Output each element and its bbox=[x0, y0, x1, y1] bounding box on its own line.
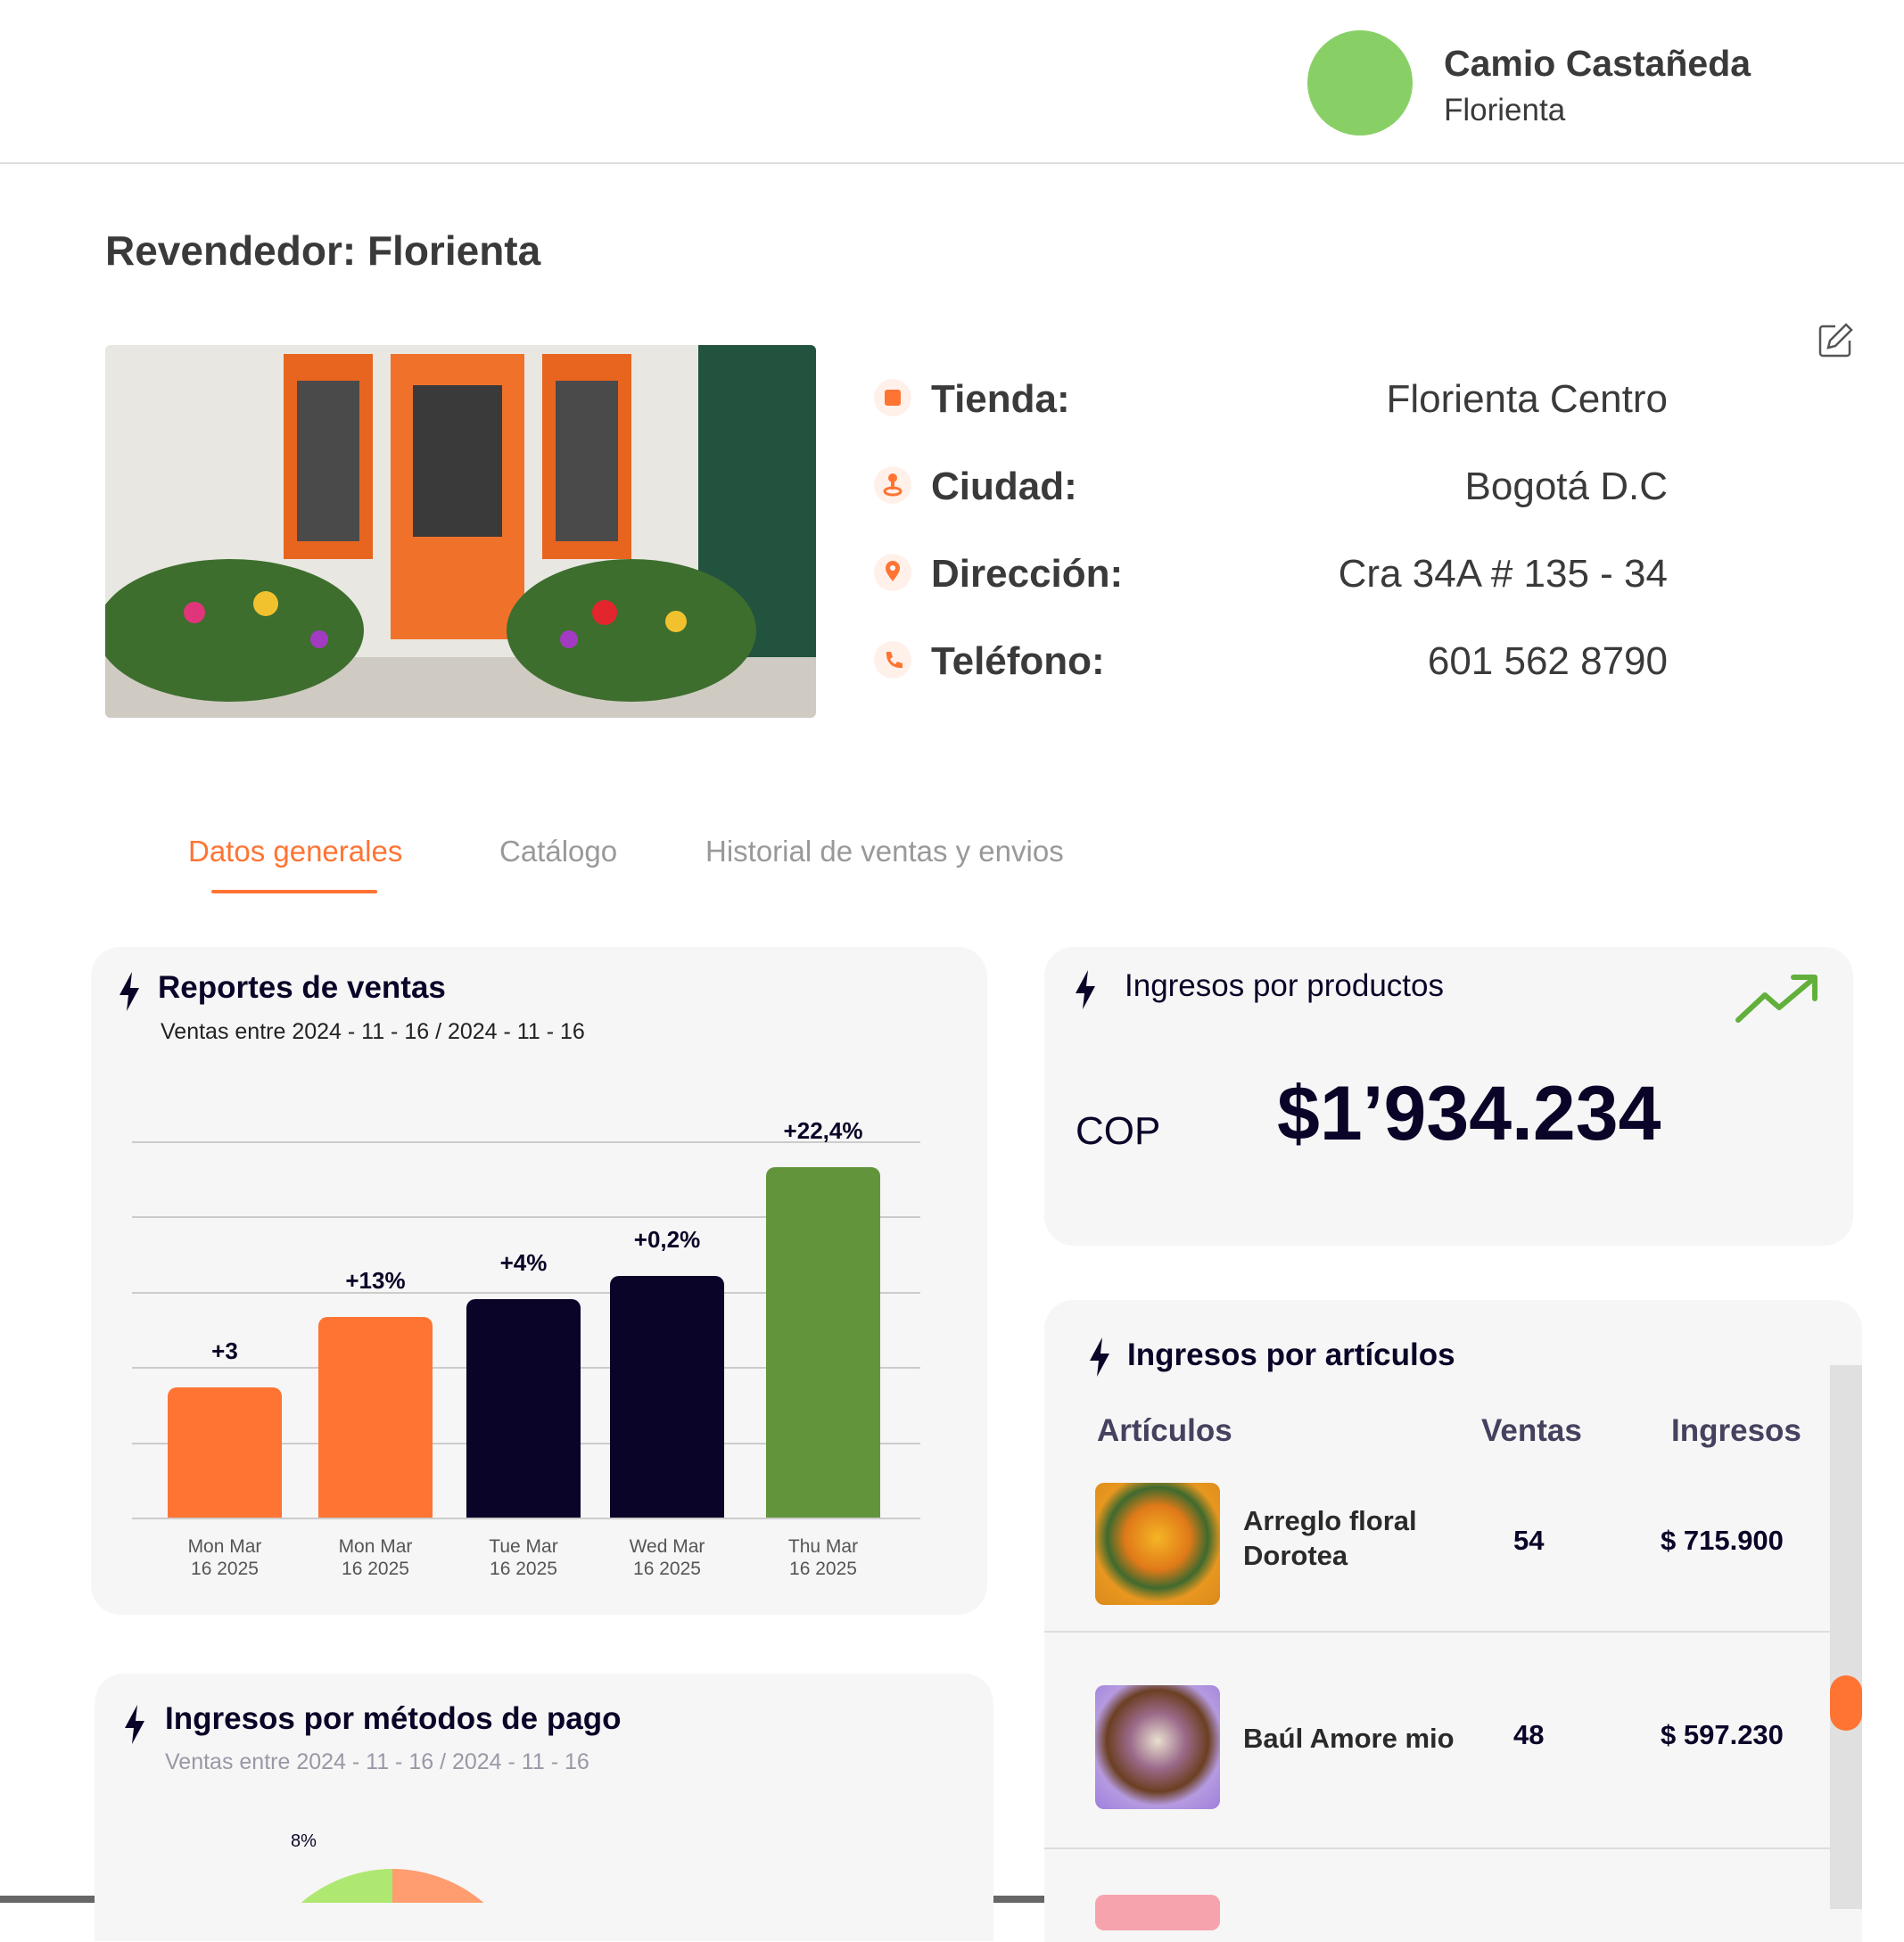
x-tick-label: 16 2025 bbox=[633, 1559, 701, 1579]
col-header-ventas: Ventas bbox=[1481, 1413, 1582, 1448]
info-value: Bogotá D.C bbox=[1464, 465, 1668, 508]
user-name: Camio Castañeda bbox=[1444, 43, 1752, 84]
pie-slice-label: 8% bbox=[291, 1831, 317, 1851]
page-title: Revendedor: Florienta bbox=[105, 227, 541, 274]
info-row-address: Dirección: Cra 34A # 135 - 34 bbox=[874, 547, 1668, 600]
phone-icon bbox=[874, 641, 911, 679]
gridline bbox=[132, 1141, 920, 1143]
bar[interactable] bbox=[466, 1298, 581, 1518]
x-tick-label: Wed Mar bbox=[629, 1536, 705, 1557]
bolt-icon bbox=[1076, 970, 1095, 1009]
pie-slice-orange bbox=[392, 1869, 484, 1903]
article-income-card bbox=[1044, 1300, 1862, 1942]
bar-data-label: +3 bbox=[211, 1337, 238, 1365]
x-tick-label: Thu Mar bbox=[787, 1536, 859, 1557]
edit-icon[interactable] bbox=[1816, 321, 1855, 360]
scrollbar-thumb[interactable] bbox=[1830, 1675, 1862, 1731]
article-income-title: Ingresos por artículos bbox=[1127, 1337, 1455, 1372]
sales-report-title: Reportes de ventas bbox=[158, 970, 446, 1005]
row-divider bbox=[1044, 1631, 1831, 1633]
info-value: Florienta Centro bbox=[1386, 377, 1668, 421]
article-name[interactable]: Baúl Amore mio bbox=[1243, 1723, 1455, 1754]
col-header-articulos: Artículos bbox=[1097, 1413, 1232, 1448]
article-sales: 54 bbox=[1513, 1525, 1545, 1556]
bolt-icon bbox=[120, 972, 139, 1011]
info-label: Dirección: bbox=[931, 552, 1124, 596]
scrollbar-track[interactable] bbox=[1830, 1365, 1862, 1909]
pie-slice-green bbox=[301, 1869, 392, 1903]
horizontal-scrollbar[interactable] bbox=[0, 1896, 95, 1903]
bar[interactable] bbox=[766, 1166, 880, 1518]
info-label: Teléfono: bbox=[931, 639, 1105, 683]
bar[interactable] bbox=[318, 1317, 433, 1518]
gridline bbox=[132, 1518, 920, 1519]
payment-methods-card bbox=[95, 1674, 993, 1941]
tab-catalogo[interactable]: Catálogo bbox=[499, 835, 618, 868]
trend-up-icon bbox=[1735, 975, 1817, 1023]
bar-data-label: +13% bbox=[345, 1267, 406, 1295]
product-income-card bbox=[1044, 947, 1853, 1246]
x-tick-label: 16 2025 bbox=[789, 1559, 857, 1579]
info-row-city: Ciudad: Bogotá D.C bbox=[874, 459, 1668, 513]
article-sales: 48 bbox=[1513, 1719, 1545, 1750]
row-divider bbox=[1044, 1847, 1831, 1849]
info-row-store: Tienda: Florienta Centro bbox=[874, 372, 1668, 425]
bar-data-label: +4% bbox=[499, 1248, 548, 1276]
top-header bbox=[0, 0, 1904, 164]
payment-pie-chart bbox=[301, 1869, 484, 1903]
x-tick-label: 16 2025 bbox=[490, 1559, 557, 1579]
product-thumbnail bbox=[1095, 1895, 1220, 1930]
article-name[interactable]: Arreglo floral Dorotea bbox=[1243, 1505, 1417, 1571]
product-income-amount: $1’934.234 bbox=[1277, 1071, 1661, 1156]
bar[interactable] bbox=[168, 1387, 282, 1518]
bolt-icon bbox=[125, 1705, 144, 1744]
sales-report-subtitle: Ventas entre 2024 - 11 - 16 / 2024 - 11 … bbox=[161, 1019, 585, 1044]
city-pin-icon bbox=[874, 466, 911, 504]
x-tick-label: Mon Mar bbox=[338, 1536, 413, 1557]
bar-data-label: +0,2% bbox=[633, 1226, 701, 1254]
x-tick-label: 16 2025 bbox=[342, 1559, 409, 1579]
info-label: Ciudad: bbox=[931, 465, 1077, 508]
tab-datos-generales[interactable]: Datos generales bbox=[188, 835, 403, 868]
bar-data-label: +22,4% bbox=[783, 1116, 863, 1144]
store-photo bbox=[105, 345, 816, 718]
info-label: Tienda: bbox=[931, 377, 1070, 421]
tab-historial[interactable]: Historial de ventas y envios bbox=[705, 835, 1064, 868]
currency-label: COP bbox=[1076, 1109, 1161, 1153]
product-income-title: Ingresos por productos bbox=[1125, 968, 1444, 1003]
col-header-ingresos: Ingresos bbox=[1671, 1413, 1801, 1448]
store-icon bbox=[874, 379, 911, 416]
x-tick-label: 16 2025 bbox=[191, 1559, 259, 1579]
info-row-phone: Teléfono: 601 562 8790 bbox=[874, 634, 1668, 687]
x-tick-label: Mon Mar 16 2025 bbox=[153, 1535, 296, 1580]
product-thumbnail bbox=[1095, 1483, 1220, 1605]
gridline bbox=[132, 1216, 920, 1219]
info-value: Cra 34A # 135 - 34 bbox=[1338, 552, 1668, 596]
bar[interactable] bbox=[610, 1276, 724, 1518]
user-store: Florienta bbox=[1444, 93, 1566, 128]
article-income: $ 715.900 bbox=[1661, 1525, 1784, 1556]
info-value: 601 562 8790 bbox=[1427, 639, 1668, 683]
x-tick-label: Thu Mar 16 2025 bbox=[752, 1535, 894, 1580]
horizontal-scrollbar[interactable] bbox=[993, 1896, 1044, 1903]
product-thumbnail bbox=[1095, 1685, 1220, 1809]
payment-methods-subtitle: Ventas entre 2024 - 11 - 16 / 2024 - 11 … bbox=[165, 1749, 589, 1774]
x-tick-label: Tue Mar bbox=[489, 1536, 558, 1557]
bolt-icon bbox=[1090, 1337, 1109, 1377]
payment-methods-title: Ingresos por métodos de pago bbox=[165, 1701, 622, 1736]
x-tick-label: Mon Mar 16 2025 bbox=[304, 1535, 447, 1580]
location-icon bbox=[874, 554, 911, 591]
avatar[interactable] bbox=[1307, 30, 1413, 136]
active-tab-indicator bbox=[211, 890, 377, 893]
x-tick-label: Tue Mar 16 2025 bbox=[452, 1535, 595, 1580]
gridline bbox=[132, 1291, 920, 1294]
x-tick-label: Mon Mar bbox=[187, 1536, 262, 1557]
article-income: $ 597.230 bbox=[1661, 1719, 1784, 1750]
x-tick-label: Wed Mar 16 2025 bbox=[596, 1535, 738, 1580]
